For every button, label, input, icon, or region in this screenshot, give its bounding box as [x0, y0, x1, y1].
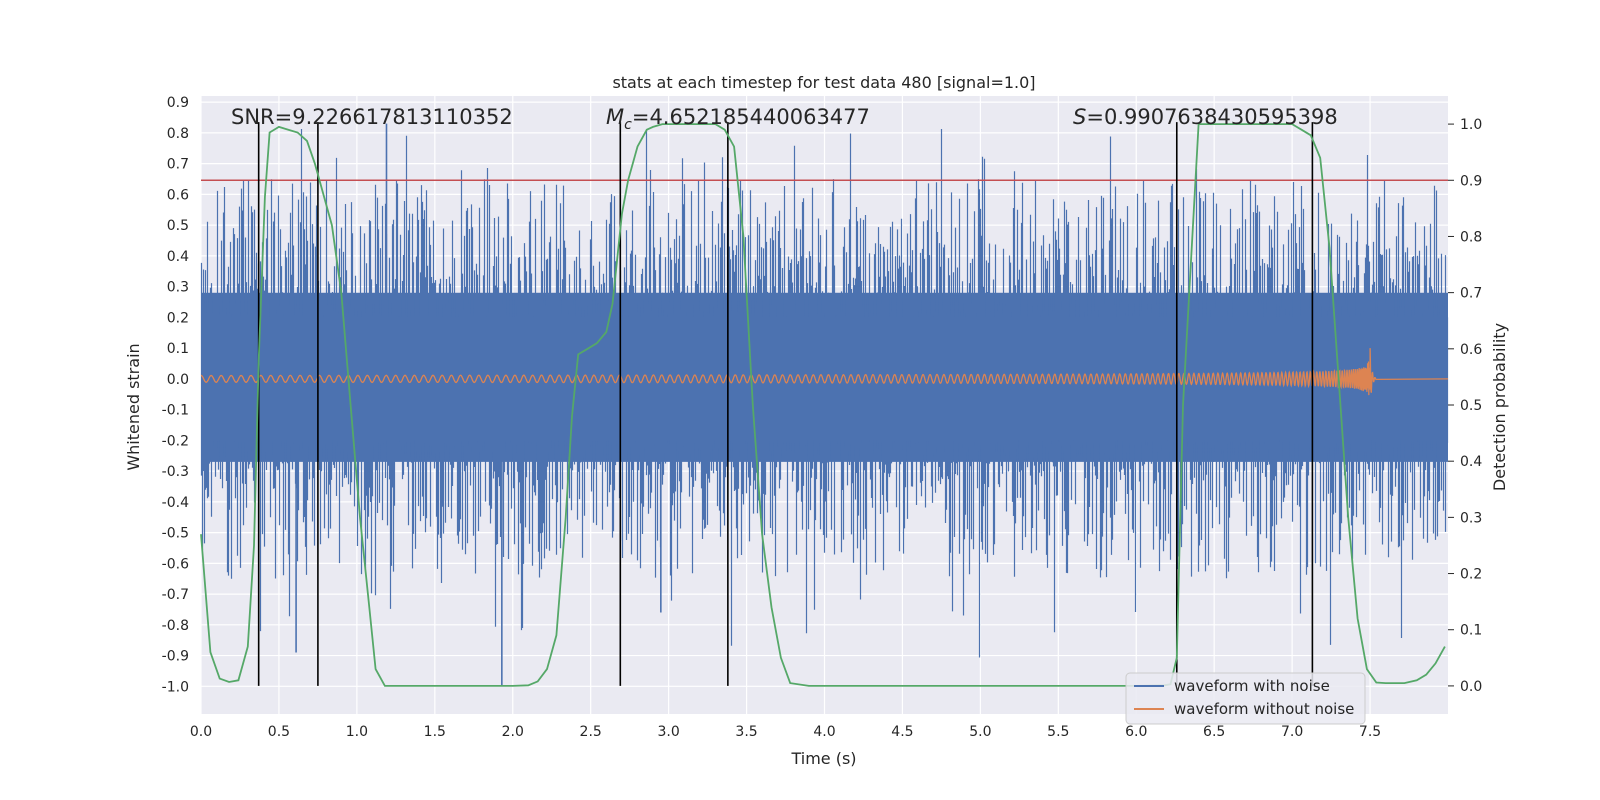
y-right-tick-label: 0.3 — [1460, 510, 1482, 526]
x-tick-label: 1.0 — [346, 724, 368, 740]
y-axis-right-label: Detection probability — [1490, 323, 1509, 491]
y-right-tick-label: 0.2 — [1460, 567, 1482, 583]
x-tick-label: 5.5 — [1047, 724, 1069, 740]
x-tick-label: 0.5 — [268, 724, 290, 740]
y-left-tick-label: 0.8 — [167, 126, 189, 142]
x-tick-label: 7.0 — [1281, 724, 1303, 740]
y-right-tick-label: 0.8 — [1460, 229, 1482, 245]
y-left-tick-label: -0.1 — [162, 403, 189, 419]
y-left-tick-label: 0.1 — [167, 341, 189, 357]
y-left-tick-label: -0.2 — [162, 433, 189, 449]
boundary-lines-layer — [257, 122, 1314, 686]
y-left-tick-label: -0.5 — [162, 526, 189, 542]
y-left-tick-label: -0.6 — [162, 556, 189, 572]
snr-prefix: SNR= — [231, 105, 292, 129]
y-left-tick-label: -0.9 — [162, 649, 189, 665]
x-tick-label: 4.0 — [813, 724, 835, 740]
x-tick-label: 7.5 — [1359, 724, 1381, 740]
y-left-tick-label: 0.3 — [167, 280, 189, 296]
x-tick-label: 4.5 — [891, 724, 913, 740]
mc-value: 4.652185440063477 — [649, 105, 869, 129]
legend-box — [1125, 672, 1366, 725]
chart-title: stats at each timestep for test data 480… — [612, 73, 1035, 92]
y-left-tick-label: 0.4 — [167, 249, 189, 265]
x-ticks: 0.0 0.5 1.0 1.5 2.0 2.5 3.0 3.5 4.0 4.5 5.0 5.5 6.0 6… — [190, 724, 1381, 740]
x-tick-label: 2.5 — [580, 724, 602, 740]
y-right-tick-label: 0.7 — [1460, 286, 1482, 302]
chirp-mass-annotation: Mc=4.652185440063477 — [606, 105, 870, 133]
y-right-tick-label: 0.6 — [1460, 342, 1482, 358]
y-right-tick-label: 0.5 — [1460, 398, 1482, 414]
x-tick-label: 6.0 — [1125, 724, 1147, 740]
snr-annotation: SNR=9.226617813110352 — [231, 105, 513, 129]
y-left-tick-label: -1.0 — [162, 679, 189, 695]
s-value: 0.9907638430595398 — [1104, 105, 1338, 129]
clean-waveform-layer — [201, 348, 1449, 396]
y-left-tick-label: 0.6 — [167, 187, 189, 203]
y-left-tick-label: -0.8 — [162, 618, 189, 634]
y-right-tick-label: 0.0 — [1460, 679, 1482, 695]
y-right-ticks: 1.0 0.9 0.8 0.7 0.6 0.5 0.4 0.3 0.2 0.1 0.0 — [1448, 117, 1482, 695]
y-left-tick-label: -0.3 — [162, 464, 189, 480]
x-tick-label: 1.5 — [424, 724, 446, 740]
y-left-tick-label: 0.2 — [167, 310, 189, 326]
y-right-tick-label: 0.9 — [1460, 173, 1482, 189]
legend: waveform with noise waveform without noi… — [1125, 672, 1366, 725]
x-tick-label: 5.0 — [969, 724, 991, 740]
legend-label-noisy: waveform with noise — [1174, 677, 1330, 695]
x-axis-label: Time (s) — [790, 749, 856, 768]
x-tick-label: 3.5 — [735, 724, 757, 740]
y-left-tick-label: -0.7 — [162, 587, 189, 603]
x-tick-label: 3.0 — [657, 724, 679, 740]
s-annotation: S=0.9907638430595398 — [1073, 105, 1338, 129]
y-left-tick-label: 0.0 — [167, 372, 189, 388]
clean-waveform — [201, 348, 1449, 396]
s-symbol: S — [1073, 105, 1086, 129]
y-left-tick-label: 0.5 — [167, 218, 189, 234]
probability-layer — [200, 123, 1446, 687]
y-right-tick-label: 0.4 — [1460, 454, 1482, 470]
s-equals: = — [1086, 105, 1104, 129]
noisy-waveform-upper — [200, 129, 1449, 379]
y-left-ticks: 0.9 0.8 0.7 0.6 0.5 0.4 0.3 0.2 0.1 0.0 -0.1 -0.2 -0… — [162, 95, 189, 695]
mc-equals: = — [632, 105, 650, 129]
y-left-tick-label: 0.9 — [167, 95, 189, 111]
x-tick-label: 2.0 — [502, 724, 524, 740]
mc-symbol: M — [606, 105, 624, 129]
mc-subscript: c — [624, 117, 632, 133]
x-tick-label: 6.5 — [1203, 724, 1225, 740]
y-right-tick-label: 1.0 — [1460, 117, 1482, 133]
y-left-tick-label: -0.4 — [162, 495, 189, 511]
y-right-tick-label: 0.1 — [1460, 623, 1482, 639]
x-tick-label: 0.0 — [190, 724, 212, 740]
detection-probability-line — [200, 123, 1446, 687]
y-axis-left-label: Whitened strain — [124, 343, 143, 470]
legend-label-clean: waveform without noise — [1174, 700, 1354, 718]
y-left-tick-label: 0.7 — [167, 157, 189, 173]
snr-value: 9.226617813110352 — [292, 105, 512, 129]
